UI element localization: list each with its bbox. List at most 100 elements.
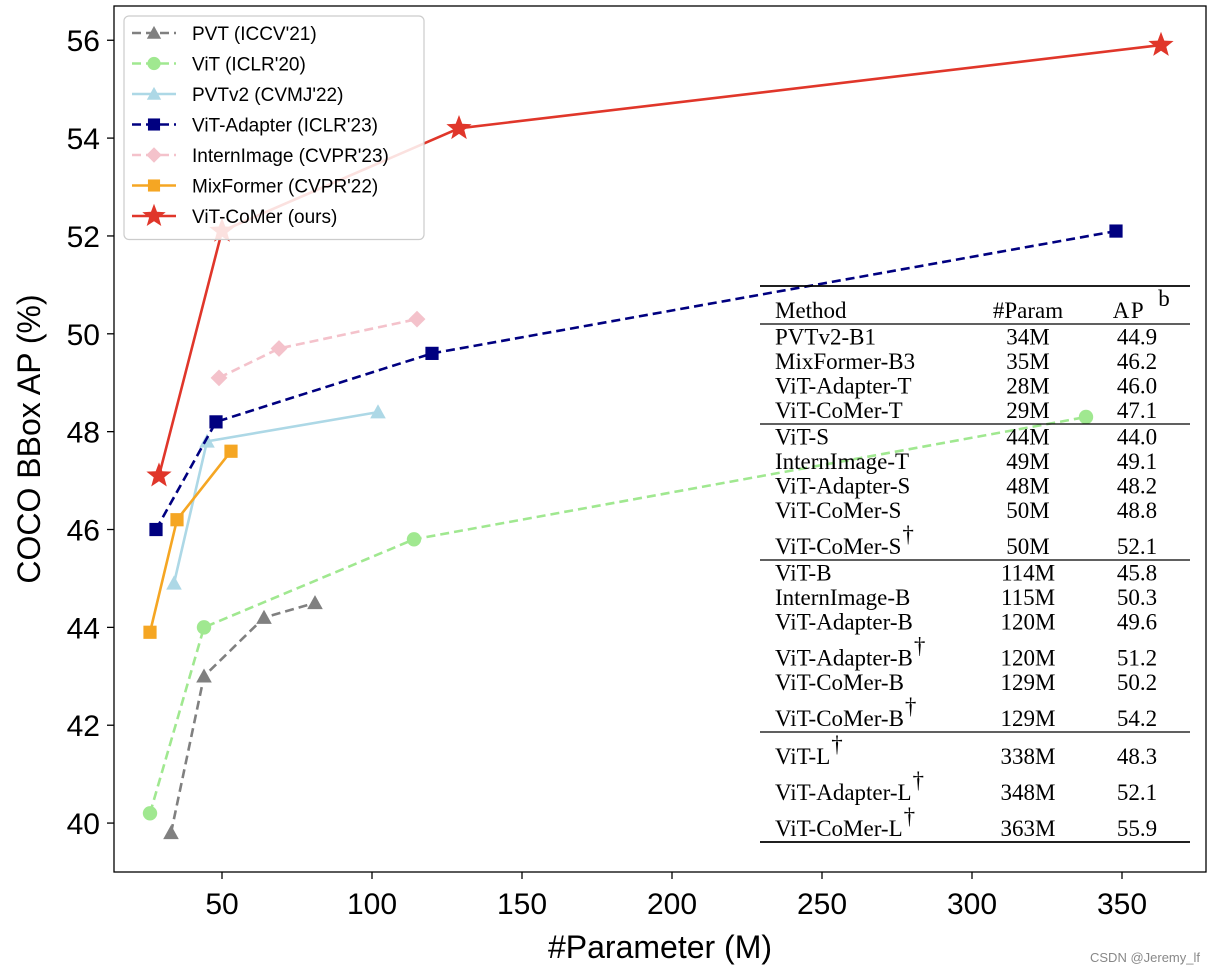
legend-label: PVTv2 (CVMJ'22) — [192, 85, 343, 106]
table-cell-method: ViT-CoMer-B — [775, 706, 904, 731]
data-point — [143, 625, 157, 639]
data-point — [446, 115, 472, 140]
table-row: ViT-Adapter-S 48M 48.2 — [775, 474, 1157, 499]
x-tick-label: 300 — [947, 888, 997, 921]
series-line — [154, 229, 1117, 531]
table-cell-method: ViT-CoMer-T — [775, 398, 903, 423]
table-cell-param: 129M — [1001, 670, 1056, 695]
data-point — [1109, 224, 1123, 238]
table-dagger: † — [831, 732, 843, 757]
x-tick-label: 250 — [797, 888, 847, 921]
legend-marker — [142, 203, 166, 226]
series-3 — [149, 224, 1123, 537]
legend-marker — [146, 25, 162, 39]
table-cell-ap: 54.2 — [1117, 706, 1157, 731]
data-point — [370, 404, 386, 419]
legend-entry: ViT-Adapter (ICLR'23) — [132, 116, 378, 137]
legend-label: ViT-CoMer (ours) — [192, 207, 337, 228]
watermark: CSDN @Jeremy_lf — [1090, 950, 1200, 965]
table-cell-ap: 52.1 — [1117, 780, 1157, 805]
table-cell-param: 35M — [1006, 349, 1049, 374]
series-0 — [163, 595, 323, 840]
series-line — [148, 415, 1087, 814]
series-2 — [166, 404, 386, 590]
series-line — [218, 317, 418, 379]
table-cell-method: ViT-Adapter-L — [775, 780, 912, 805]
x-axis-label: #Parameter (M) — [548, 929, 772, 965]
table-cell-param: 348M — [1001, 780, 1056, 805]
table-cell-ap: 51.2 — [1117, 646, 1157, 671]
legend-entry: ViT-CoMer (ours) — [132, 203, 337, 228]
table-row: ViT-B 114M 45.8 — [775, 561, 1157, 586]
table-cell-ap: 50.3 — [1117, 585, 1157, 610]
data-point — [163, 825, 179, 840]
table-header-ap: AP — [1113, 298, 1145, 323]
data-point — [1078, 409, 1094, 425]
legend-marker — [146, 86, 162, 100]
table-row: ViT-CoMer-S † 50M 52.1 — [775, 522, 1157, 559]
legend-entry: MixFormer (CVPR'22) — [132, 177, 378, 198]
y-tick-label: 50 — [67, 319, 100, 352]
table-cell-method: ViT-CoMer-S — [775, 534, 901, 559]
table-cell-method: InternImage-T — [775, 449, 909, 474]
data-point — [210, 369, 228, 387]
table-cell-param: 120M — [1001, 646, 1056, 671]
table-row: MixFormer-B3 35M 46.2 — [775, 349, 1157, 374]
data-point — [256, 609, 272, 624]
legend-marker — [147, 56, 161, 71]
table-cell-method: PVTv2-B1 — [775, 325, 876, 350]
series-4 — [210, 310, 426, 387]
table-cell-ap: 48.3 — [1117, 744, 1157, 769]
table-row: ViT-CoMer-T 29M 47.1 — [775, 398, 1157, 423]
table-row: ViT-CoMer-B † 129M 54.2 — [775, 694, 1157, 731]
y-tick-label: 40 — [67, 808, 100, 841]
table-cell-ap: 47.1 — [1117, 398, 1157, 423]
table-cell-method: ViT-Adapter-S — [775, 474, 910, 499]
table-cell-ap: 46.0 — [1117, 374, 1157, 399]
data-point — [170, 513, 184, 527]
table-header-ap-superscript: b — [1158, 286, 1170, 311]
table-cell-ap: 49.1 — [1117, 449, 1157, 474]
table-row: ViT-CoMer-L † 363M 55.9 — [775, 804, 1157, 841]
legend-entry: InternImage (CVPR'23) — [132, 146, 389, 167]
data-point — [209, 415, 223, 429]
table-cell-param: 44M — [1006, 425, 1049, 450]
table-cell-param: 49M — [1006, 449, 1049, 474]
data-point — [166, 575, 182, 590]
table-cell-ap: 44.0 — [1117, 425, 1157, 450]
data-point — [1148, 31, 1174, 56]
table-cell-param: 338M — [1001, 744, 1056, 769]
table-cell-ap: 45.8 — [1117, 561, 1157, 586]
data-point — [408, 310, 426, 328]
table-cell-param: 50M — [1006, 534, 1049, 559]
table-cell-method: InternImage-B — [775, 585, 910, 610]
table-dagger: † — [904, 804, 916, 829]
table-cell-param: 129M — [1001, 706, 1056, 731]
table-cell-param: 50M — [1006, 498, 1049, 523]
y-tick-label: 44 — [67, 612, 100, 645]
table-cell-method: MixFormer-B3 — [775, 349, 915, 374]
table-dagger: † — [914, 634, 926, 659]
table-row: ViT-S 44M 44.0 — [775, 425, 1157, 450]
table-header-method: Method — [775, 298, 847, 323]
table-cell-ap: 48.8 — [1117, 498, 1157, 523]
table-row: ViT-CoMer-B 129M 50.2 — [775, 670, 1157, 695]
legend-marker — [146, 147, 162, 163]
table-row: ViT-Adapter-B † 120M 51.2 — [775, 634, 1157, 671]
table-cell-param: 115M — [1001, 585, 1055, 610]
table-cell-method: ViT-L — [775, 744, 830, 769]
y-tick-label: 52 — [67, 221, 100, 254]
legend-entry: ViT (ICLR'20) — [132, 55, 306, 76]
table-cell-param: 28M — [1006, 374, 1049, 399]
data-point — [146, 462, 172, 487]
x-tick-label: 200 — [647, 888, 697, 921]
data-point — [307, 595, 323, 610]
table-row: ViT-L † 338M 48.3 — [775, 732, 1157, 769]
series-line — [169, 601, 316, 834]
table-dagger: † — [913, 768, 925, 793]
table-row: ViT-Adapter-T 28M 46.0 — [775, 374, 1157, 399]
legend-label: MixFormer (CVPR'22) — [192, 177, 378, 198]
y-tick-label: 56 — [67, 25, 100, 58]
table-cell-method: ViT-CoMer-S — [775, 498, 901, 523]
legend-marker — [147, 118, 161, 131]
